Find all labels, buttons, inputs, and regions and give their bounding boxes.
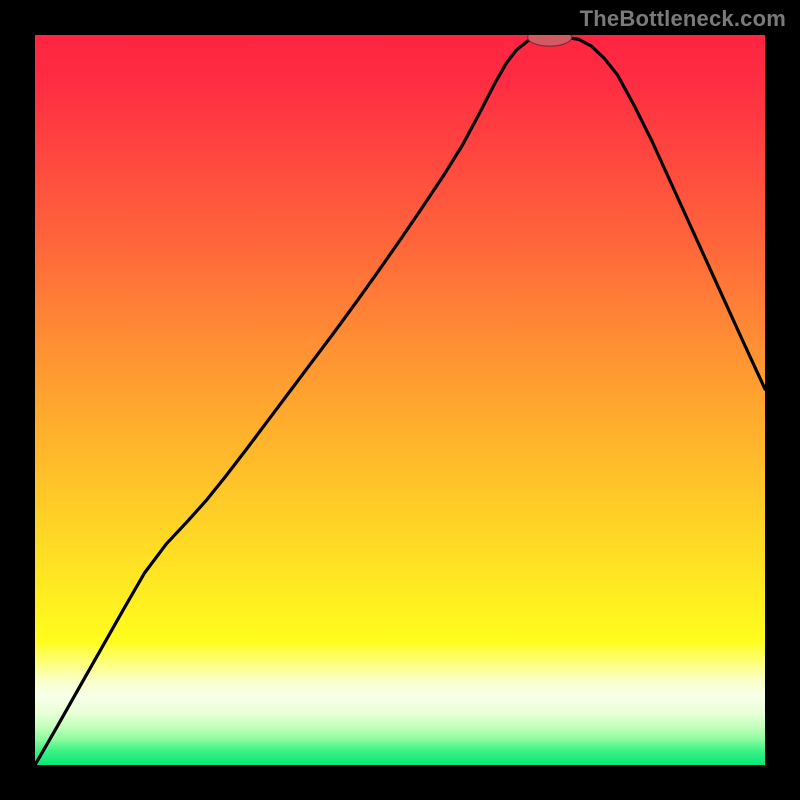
bottleneck-curve [35, 36, 765, 765]
chart-curve-layer [35, 35, 765, 765]
optimal-marker [528, 35, 572, 46]
watermark-text: TheBottleneck.com [580, 6, 786, 32]
bottleneck-chart [35, 35, 765, 765]
